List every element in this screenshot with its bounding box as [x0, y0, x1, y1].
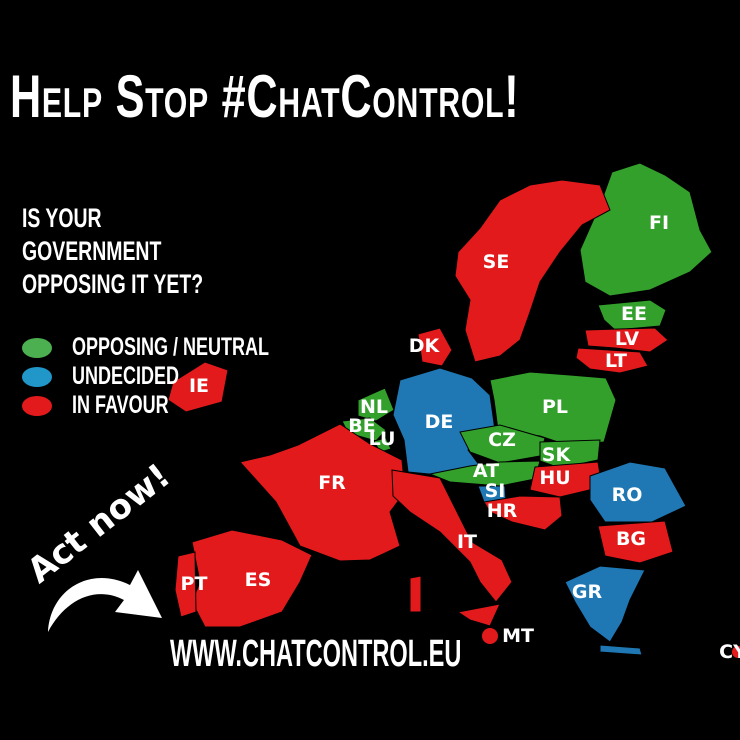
country-shape — [174, 551, 197, 618]
legend-swatch — [22, 337, 52, 358]
country-shape — [167, 361, 229, 413]
country-pt — [174, 551, 197, 618]
country-label-ro: RO — [612, 484, 643, 506]
country-shape — [599, 644, 643, 656]
website-link[interactable]: WWW.CHATCONTROL.EU — [170, 633, 462, 675]
country-label-cy: CY — [719, 641, 740, 663]
country-shape — [483, 495, 563, 531]
country-fr — [239, 423, 406, 562]
legend-label: OPPOSING / NEUTRAL — [72, 333, 270, 361]
country-label-ee: EE — [621, 303, 647, 325]
legend-swatch — [22, 366, 52, 387]
country-label-sk: SK — [542, 444, 572, 466]
country-lt — [575, 347, 649, 374]
country-label-mt: MT — [502, 625, 534, 647]
country-label-pl: PL — [542, 396, 568, 418]
country-label-be: BE — [348, 415, 375, 437]
country-ee — [597, 299, 667, 331]
country-shape — [589, 461, 687, 523]
country-label-si: SI — [485, 480, 506, 502]
country-nl — [357, 387, 395, 422]
country-label-hu: HU — [539, 467, 570, 489]
country-shape — [732, 646, 740, 658]
arrow-icon — [48, 570, 162, 632]
country-label-lt: LT — [605, 350, 627, 372]
country-lv — [584, 327, 669, 353]
country-mt — [482, 628, 498, 644]
country-label-pt: PT — [181, 573, 208, 595]
country-label-se: SE — [483, 251, 510, 273]
legend: OPPOSING / NEUTRAL UNDECIDED IN FAVOUR — [22, 333, 346, 420]
page-title: Help Stop #ChatControl! — [10, 63, 520, 130]
country-label-de: DE — [425, 411, 454, 433]
country-shape — [239, 423, 406, 562]
country-label-dk: DK — [409, 335, 441, 357]
country-shape — [597, 520, 674, 564]
country-label-it: IT — [457, 531, 477, 553]
country-label-lu: LU — [369, 428, 396, 450]
country-ro — [589, 461, 687, 523]
country-shape — [584, 327, 669, 353]
country-bg — [597, 520, 674, 564]
legend-item-favour: IN FAVOUR — [22, 391, 346, 420]
country-label-bg: BG — [616, 528, 646, 550]
country-shape — [456, 603, 501, 627]
country-label-lv: LV — [615, 328, 639, 350]
country-shape — [564, 565, 646, 643]
legend-label: UNDECIDED — [72, 362, 180, 390]
country-shape — [392, 367, 496, 477]
legend-item-opposing: OPPOSING / NEUTRAL — [22, 333, 346, 362]
country-hu — [529, 461, 603, 498]
country-label-hr: HR — [487, 500, 518, 522]
country-label-ie: IE — [189, 375, 209, 397]
country-gr — [564, 565, 646, 656]
question-heading: IS YOUR GOVERNMENT OPPOSING IT YET? — [22, 203, 204, 299]
country-label-gr: GR — [572, 581, 603, 603]
country-shape — [489, 371, 617, 447]
country-label-nl: NL — [360, 396, 388, 418]
legend-swatch — [22, 395, 52, 416]
country-shape — [409, 575, 422, 613]
country-pl — [489, 371, 617, 447]
country-shape — [391, 469, 513, 603]
country-it — [391, 469, 513, 627]
country-shape — [597, 299, 667, 331]
country-shape — [454, 179, 611, 363]
country-shape — [482, 628, 498, 644]
country-shape — [357, 387, 395, 422]
country-se — [454, 179, 611, 363]
country-cy — [732, 646, 740, 658]
legend-item-undecided: UNDECIDED — [22, 362, 346, 391]
country-shape — [575, 347, 649, 374]
country-label-es: ES — [245, 569, 272, 591]
legend-label: IN FAVOUR — [72, 391, 169, 419]
country-label-cz: CZ — [488, 429, 516, 451]
country-de — [392, 367, 496, 477]
country-hr — [483, 495, 563, 531]
country-dk — [417, 327, 453, 367]
country-shape — [529, 461, 603, 498]
country-ie — [167, 361, 229, 413]
country-fi — [579, 162, 713, 297]
country-shape — [579, 162, 713, 297]
country-label-fi: FI — [649, 212, 669, 234]
country-label-at: AT — [473, 460, 499, 482]
country-label-fr: FR — [318, 472, 346, 494]
country-shape — [417, 327, 453, 367]
